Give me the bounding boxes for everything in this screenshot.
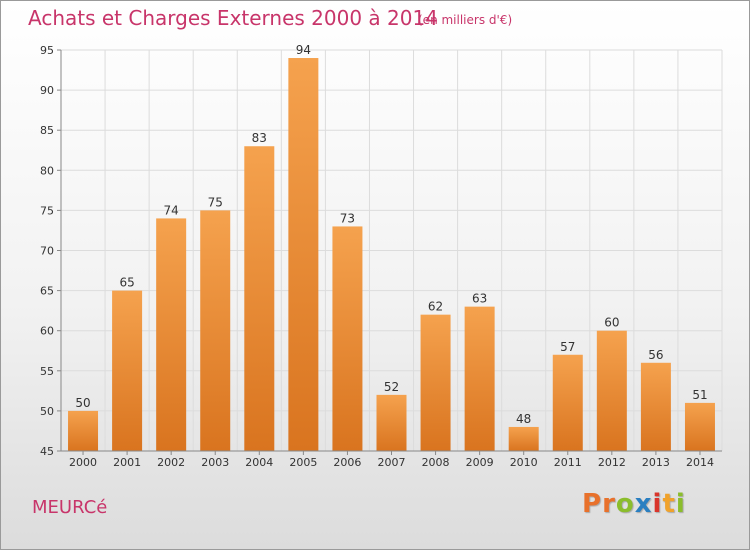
- bar: [112, 290, 143, 451]
- x-tick-label: 2004: [245, 456, 273, 469]
- x-tick-label: 2007: [378, 456, 406, 469]
- y-tick-label: 45: [40, 445, 54, 458]
- x-tick-label: 2010: [510, 456, 538, 469]
- x-tick-label: 2013: [642, 456, 670, 469]
- chart-title: Achats et Charges Externes 2000 à 2014: [28, 6, 438, 30]
- bar: [420, 314, 451, 451]
- x-tick-label: 2003: [201, 456, 229, 469]
- bar-value-label: 75: [208, 195, 223, 209]
- x-tick-label: 2011: [554, 456, 582, 469]
- bar-value-label: 63: [472, 292, 487, 306]
- logo-letter: i: [675, 489, 686, 519]
- axes: 45 50 55 60 65 70 75 80 85 90 95 2000 2001 2002 2003 20…: [40, 44, 722, 469]
- logo-letter: t: [662, 489, 676, 519]
- bars: 50 65 74 75 83 94 73 52 62 63 48 57 60 56 51: [68, 43, 715, 452]
- x-tick-label: 2005: [289, 456, 317, 469]
- bar: [244, 146, 275, 452]
- x-tick-label: 2008: [422, 456, 450, 469]
- logo-letter: i: [652, 489, 663, 519]
- bar-value-label: 52: [384, 380, 399, 394]
- y-tick-label: 55: [40, 365, 54, 378]
- bar: [376, 394, 407, 451]
- y-tick-label: 80: [40, 164, 54, 177]
- bar: [684, 402, 715, 451]
- y-tick-label: 70: [40, 245, 54, 258]
- bar: [596, 330, 627, 451]
- bar-value-label: 57: [560, 340, 575, 354]
- bar: [508, 426, 539, 451]
- bar-value-label: 65: [119, 276, 134, 290]
- bar-value-label: 51: [692, 388, 707, 402]
- bar-value-label: 50: [75, 396, 90, 410]
- bar: [288, 58, 319, 452]
- y-tick-label: 65: [40, 285, 54, 298]
- bar: [464, 306, 495, 451]
- chart-subtitle: (en milliers d'€): [418, 13, 513, 27]
- logo-letter: P: [582, 489, 603, 519]
- x-tick-label: 2001: [113, 456, 141, 469]
- bar: [68, 410, 99, 451]
- bar-value-label: 94: [296, 43, 311, 57]
- y-tick-label: 90: [40, 84, 54, 97]
- logo-letter: o: [615, 489, 635, 519]
- y-tick-label: 95: [40, 44, 54, 57]
- y-tick-label: 50: [40, 405, 54, 418]
- bar-value-label: 74: [164, 203, 179, 217]
- bar-value-label: 48: [516, 412, 531, 426]
- x-tick-label: 2014: [686, 456, 714, 469]
- bar-value-label: 62: [428, 300, 443, 314]
- bar: [200, 210, 231, 451]
- bar: [156, 218, 187, 451]
- x-tick-label: 2006: [333, 456, 361, 469]
- x-tick-label: 2002: [157, 456, 185, 469]
- y-tick-label: 60: [40, 325, 54, 338]
- proxiti-logo: Proxiti: [582, 489, 686, 519]
- bar-value-label: 56: [648, 348, 663, 362]
- bar: [332, 226, 363, 451]
- bar-value-label: 60: [604, 316, 619, 330]
- x-tick-label: 2009: [466, 456, 494, 469]
- x-tick-label: 2012: [598, 456, 626, 469]
- x-tick-label: 2000: [69, 456, 97, 469]
- bar-value-label: 83: [252, 131, 267, 145]
- place-name: MEURCé: [32, 497, 108, 518]
- bar: [640, 362, 671, 451]
- logo-letter: x: [634, 489, 653, 519]
- logo-letter: r: [602, 489, 616, 519]
- bar-value-label: 73: [340, 211, 355, 225]
- y-tick-label: 75: [40, 204, 54, 217]
- y-tick-label: 85: [40, 124, 54, 137]
- bar: [552, 354, 583, 451]
